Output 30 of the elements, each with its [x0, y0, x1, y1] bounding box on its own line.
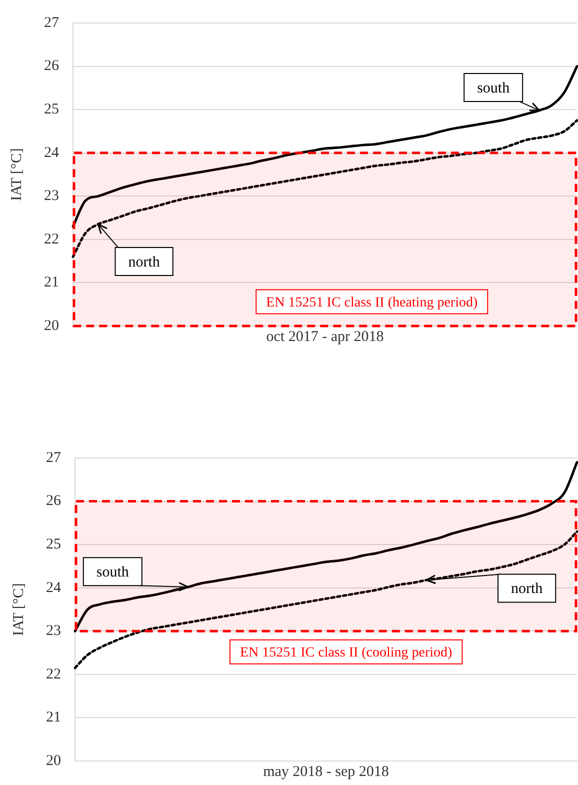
y-axis-title: IAT [°C]: [8, 148, 25, 201]
y-axis-title: IAT [°C]: [10, 583, 27, 636]
y-tick-label: 24: [46, 580, 62, 596]
series-label: south: [96, 564, 130, 581]
y-tick-label: 23: [46, 623, 61, 640]
line-series: [74, 530, 578, 670]
y-tick-label: 25: [44, 102, 59, 118]
x-axis-title: oct 2017 - apr 2018: [266, 328, 384, 345]
line-series: [72, 65, 578, 228]
y-tick-label: 27: [44, 14, 60, 31]
x-axis-title: may 2018 - sep 2018: [263, 764, 389, 780]
text: north: [128, 254, 160, 270]
y-tick-label: 21: [44, 274, 59, 291]
band-label: EN 15251 IC class II (cooling period): [240, 646, 453, 661]
y-tick-label: 20: [46, 752, 61, 769]
band-label: EN 15251 IC class II (heating period): [266, 295, 478, 310]
y-tick-label: 20: [44, 318, 59, 334]
y-tick-label: 26: [44, 58, 60, 74]
y-tick-label: 21: [46, 710, 61, 726]
y-tick-label: 22: [44, 231, 59, 248]
y-tick-label: 24: [44, 144, 60, 161]
y-tick-label: 23: [44, 188, 59, 204]
series-label: south: [477, 80, 510, 96]
y-tick-label: 22: [46, 666, 61, 682]
y-tick-label: 26: [46, 493, 62, 510]
series-label: north: [510, 581, 544, 598]
line-series: [72, 119, 578, 258]
line-series: [74, 461, 578, 632]
y-tick-label: 27: [46, 450, 62, 466]
y-tick-label: 25: [46, 536, 61, 553]
